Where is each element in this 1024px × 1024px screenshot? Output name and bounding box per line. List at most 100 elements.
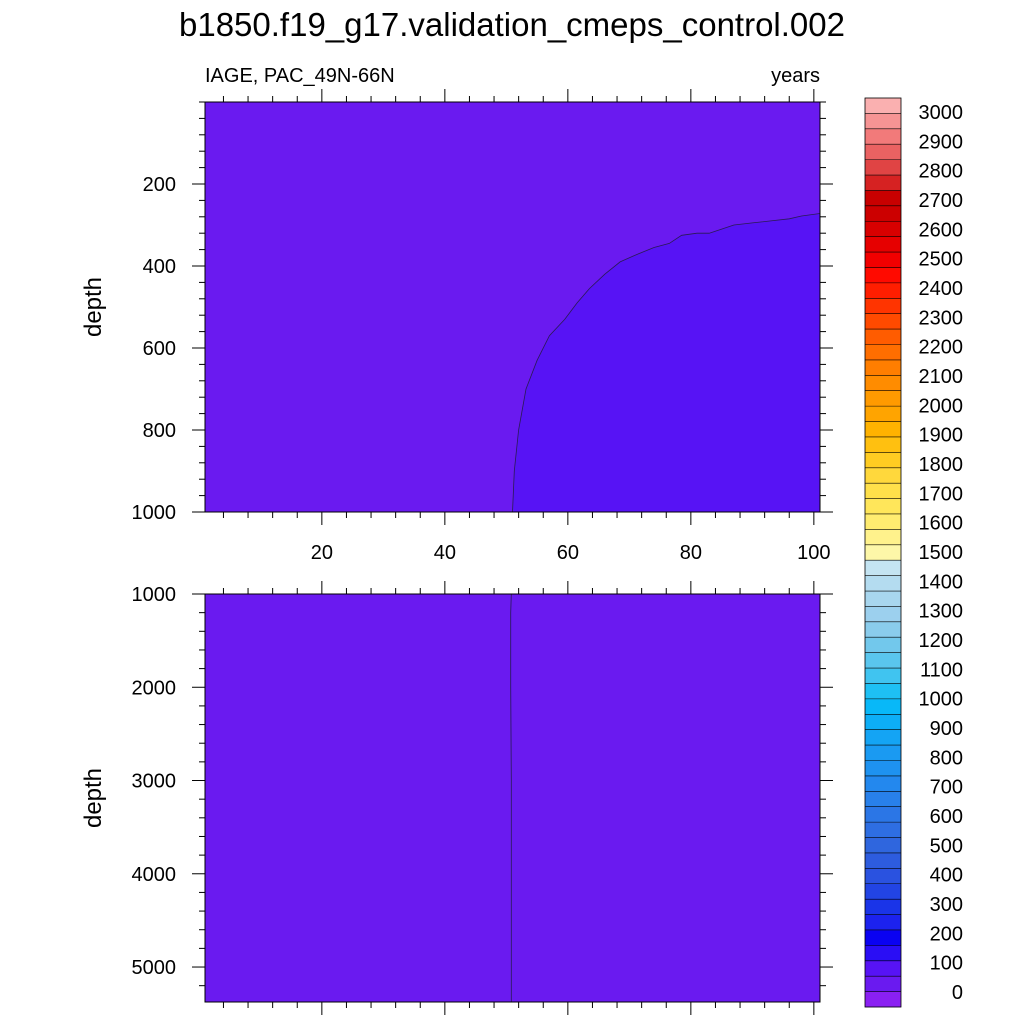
colorbar-box [865,390,901,407]
colorbar-box [865,236,901,253]
colorbar-label: 2400 [919,278,964,300]
colorbar-label: 1500 [919,542,964,564]
colorbar-box [865,760,901,777]
colorbar-box [865,359,901,376]
colorbar-box [865,221,901,237]
colorbar-label: 2700 [919,190,964,212]
panels-layer: 200 400 600 800 1000 depth 20 40 60 80 100 1000 2000… [80,89,833,1015]
colorbar-box [865,883,901,900]
colorbar-label: 1000 [919,689,964,711]
y-tick-label: 2000 [132,677,177,699]
colorbar-label: 2000 [919,395,964,417]
colorbar-box [865,452,901,469]
colorbar-box [865,298,901,314]
colorbar-box [865,498,901,515]
colorbar-label: 1600 [919,513,964,535]
colorbar-box [865,606,901,623]
colorbar-label: 3000 [919,102,964,124]
colorbar-box [865,406,901,422]
colorbar-box [865,282,901,299]
x-tick-label: 40 [434,542,456,564]
colorbar-box [865,329,901,345]
colorbar-box [865,483,901,499]
y-axis-label: depth [80,277,107,337]
colorbar-box [865,344,901,361]
colorbar-box [865,575,901,592]
y-tick-label: 800 [143,420,176,442]
colorbar-box [865,960,901,977]
colorbar-label: 1900 [919,425,964,447]
colorbar-label: 600 [930,806,963,828]
panel-frame [204,101,821,513]
contour-line [510,593,512,1002]
y-tick-label: 4000 [132,864,177,886]
colorbar-label: 1700 [919,483,964,505]
colorbar-box [865,560,901,576]
colorbar-box [865,652,901,669]
colorbar-box [865,128,901,145]
colorbar-label: 2800 [919,161,964,183]
x-tick-label: 80 [680,542,702,564]
colorbar-box [865,313,901,330]
colorbar-label: 2500 [919,249,964,271]
colorbar-box [865,529,901,546]
colorbar-label: 1400 [919,571,964,593]
colorbar-label: 100 [930,953,963,975]
y-axis-label: depth [80,768,107,828]
colorbar-box [865,421,901,438]
colorbar-box [865,375,901,392]
colorbar-box [865,868,901,885]
colorbar-label: 2900 [919,131,964,153]
colorbar-label: 700 [930,777,963,799]
colorbar-label: 200 [930,923,963,945]
colorbar-label: 400 [930,865,963,887]
y-tick-label: 600 [143,338,176,360]
colorbar-label: 1300 [919,601,964,623]
colorbar-label: 2600 [919,219,964,241]
colorbar-box [865,668,901,684]
colorbar-label: 2200 [919,337,964,359]
colorbar-frame [864,97,902,1008]
colorbar-box [865,714,901,730]
colorbar-box [865,945,901,962]
colorbar-box [865,113,901,130]
y-tick-label: 200 [143,174,176,196]
colorbar-label: 500 [930,835,963,857]
colorbar-label: 800 [930,747,963,769]
colorbar-label: 900 [930,718,963,740]
colorbar-box [865,436,901,453]
colorbar-box [865,637,901,653]
colorbar-label: 1200 [919,630,964,652]
colorbar-box [865,252,901,268]
colorbar-box [865,976,901,992]
panel-frame [204,593,821,1003]
colorbar-box [865,175,901,191]
y-tick-label: 1000 [132,502,177,524]
colorbar-box [865,205,901,222]
colorbar-label: 1800 [919,454,964,476]
colorbar-box [865,837,901,854]
colorbar-label: 1100 [920,659,963,681]
colorbar-box [865,914,901,931]
x-tick-label: 20 [311,542,333,564]
colorbar-box [865,852,901,869]
colorbar-box [865,267,901,284]
colorbar-box [865,159,901,176]
contour-line [512,213,821,513]
x-tick-label: 60 [557,542,579,564]
colorbar-label: 2100 [919,366,964,388]
x-tick-label: 100 [797,542,830,564]
colorbar-box [865,621,901,638]
colorbar-box [865,467,901,484]
colorbar-box [865,513,901,530]
colorbar-box [865,991,901,1008]
panel-background-fill [205,594,820,1002]
panel-upper: 200 400 600 800 1000 depth 20 40 60 80 100 [80,89,833,564]
colorbar-box [865,929,901,946]
chart-subtitle-right: years [771,65,820,87]
colorbar-box [865,899,901,915]
colorbar-box [865,698,901,715]
y-tick-label: 5000 [132,957,177,979]
colorbar-box [865,775,901,792]
colorbar-box [865,591,901,607]
